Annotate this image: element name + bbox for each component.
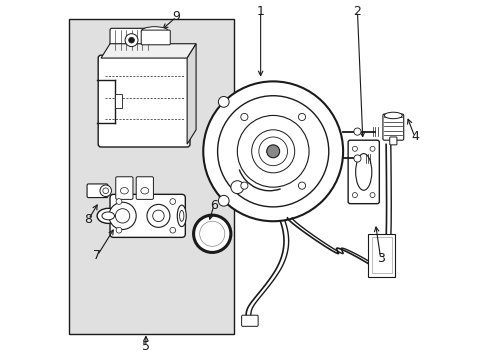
- Text: 3: 3: [376, 252, 384, 265]
- Ellipse shape: [177, 205, 186, 226]
- Circle shape: [199, 221, 224, 246]
- Circle shape: [217, 96, 328, 207]
- FancyBboxPatch shape: [136, 177, 153, 199]
- FancyBboxPatch shape: [87, 184, 108, 198]
- Ellipse shape: [355, 154, 371, 190]
- FancyBboxPatch shape: [241, 315, 258, 326]
- Circle shape: [258, 137, 287, 166]
- Bar: [371, 237, 391, 273]
- Bar: [115, 94, 122, 108]
- Bar: [367, 234, 394, 277]
- Circle shape: [147, 204, 169, 227]
- Circle shape: [125, 34, 138, 46]
- Circle shape: [109, 202, 136, 229]
- FancyBboxPatch shape: [347, 140, 379, 204]
- Circle shape: [128, 37, 134, 43]
- Text: 7: 7: [93, 249, 102, 262]
- Circle shape: [369, 193, 374, 198]
- Text: 2: 2: [353, 5, 361, 18]
- Circle shape: [352, 193, 357, 198]
- Ellipse shape: [141, 27, 168, 36]
- FancyBboxPatch shape: [98, 55, 190, 147]
- Circle shape: [230, 181, 244, 194]
- Circle shape: [353, 155, 360, 162]
- Circle shape: [116, 199, 122, 204]
- FancyBboxPatch shape: [110, 194, 185, 237]
- Circle shape: [169, 199, 175, 204]
- Circle shape: [369, 146, 374, 151]
- FancyBboxPatch shape: [116, 177, 133, 199]
- FancyBboxPatch shape: [382, 114, 403, 140]
- Circle shape: [152, 210, 164, 222]
- Bar: [69, 19, 233, 334]
- Circle shape: [266, 145, 279, 158]
- FancyBboxPatch shape: [110, 28, 153, 52]
- Circle shape: [115, 209, 129, 223]
- Text: 1: 1: [256, 5, 264, 18]
- Circle shape: [352, 146, 357, 151]
- Circle shape: [240, 113, 247, 121]
- Text: 5: 5: [142, 340, 150, 353]
- Text: 4: 4: [410, 130, 418, 144]
- Polygon shape: [101, 44, 196, 58]
- Circle shape: [116, 227, 122, 233]
- FancyBboxPatch shape: [389, 137, 396, 145]
- Circle shape: [237, 116, 308, 187]
- Text: 8: 8: [84, 213, 92, 226]
- Text: 6: 6: [210, 199, 218, 212]
- Polygon shape: [187, 44, 196, 144]
- Circle shape: [251, 130, 294, 173]
- Circle shape: [100, 185, 111, 197]
- Ellipse shape: [97, 208, 119, 224]
- Circle shape: [218, 195, 229, 206]
- Circle shape: [218, 96, 229, 107]
- Ellipse shape: [102, 212, 114, 220]
- Circle shape: [298, 113, 305, 121]
- Ellipse shape: [384, 112, 402, 119]
- Circle shape: [203, 81, 343, 221]
- Circle shape: [169, 227, 175, 233]
- Circle shape: [298, 182, 305, 189]
- Circle shape: [240, 182, 247, 189]
- Circle shape: [102, 188, 108, 194]
- Ellipse shape: [120, 188, 128, 194]
- Text: 9: 9: [172, 10, 180, 23]
- Circle shape: [353, 128, 360, 135]
- Circle shape: [193, 215, 230, 252]
- Ellipse shape: [141, 188, 148, 194]
- Ellipse shape: [179, 211, 183, 221]
- FancyBboxPatch shape: [141, 30, 170, 45]
